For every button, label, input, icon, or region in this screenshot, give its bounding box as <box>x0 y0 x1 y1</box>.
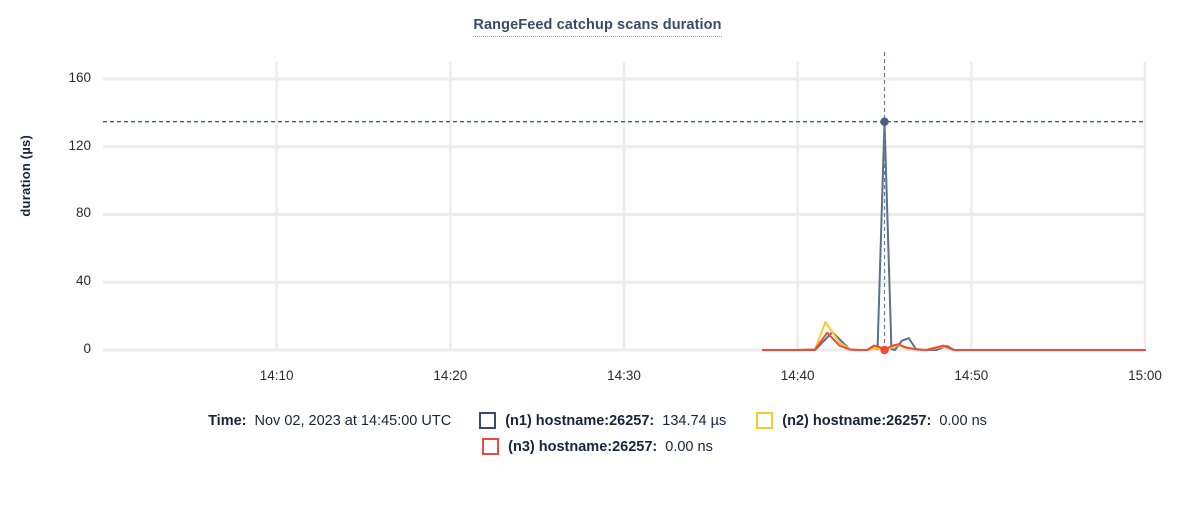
legend-item-n3[interactable]: (n3) hostname:26257: 0.00 ns <box>482 438 713 455</box>
legend-label-n3: (n3) hostname:26257: <box>508 438 658 455</box>
x-axis-tick-label: 15:00 <box>1128 368 1162 383</box>
y-axis-tick-label: 80 <box>75 205 91 221</box>
y-axis-tick-label: 120 <box>68 137 91 153</box>
legend-swatch-n2[interactable] <box>756 412 774 429</box>
legend-value-n1: 134.74 µs <box>662 412 727 429</box>
legend-item-n1[interactable]: (n1) hostname:26257: 134.74 µs <box>479 412 726 429</box>
crosshair-marker-n1 <box>880 117 889 126</box>
chart-legend: Time: Nov 02, 2023 at 14:45:00 UTC (n1) … <box>0 412 1195 455</box>
time-label: Time: <box>208 412 247 429</box>
y-axis-tick-label: 0 <box>83 341 91 356</box>
legend-value-n2: 0.00 ns <box>939 412 987 429</box>
chart-svg <box>103 52 1147 355</box>
tooltip-time: Time: Nov 02, 2023 at 14:45:00 UTC <box>208 413 451 429</box>
x-axis-tick-label: 14:30 <box>607 368 641 383</box>
legend-swatch-n1[interactable] <box>479 412 497 429</box>
legend-item-n2[interactable]: (n2) hostname:26257: 0.00 ns <box>756 412 987 429</box>
x-axis-tick-label: 14:50 <box>954 368 989 383</box>
legend-value-n3: 0.00 ns <box>665 438 713 455</box>
x-axis-tick-label: 14:20 <box>433 368 468 383</box>
crosshair-marker-n3 <box>880 345 889 355</box>
legend-row-primary: Time: Nov 02, 2023 at 14:45:00 UTC (n1) … <box>0 412 1195 429</box>
page-title: RangeFeed catchup scans duration <box>0 17 1195 37</box>
time-value: Nov 02, 2023 at 14:45:00 UTC <box>254 412 452 429</box>
legend-label-n2: (n2) hostname:26257: <box>782 412 932 429</box>
y-axis-tick-label: 40 <box>75 273 91 289</box>
x-axis-tick-label: 14:10 <box>259 368 294 383</box>
legend-row-secondary: (n3) hostname:26257: 0.00 ns <box>0 438 1195 455</box>
x-axis-tick-label: 14:40 <box>780 368 815 383</box>
series-line-1 <box>761 120 1146 351</box>
legend-swatch-n3[interactable] <box>482 438 500 455</box>
chart-title-text: RangeFeed catchup scans duration <box>473 17 722 37</box>
legend-label-n1: (n1) hostname:26257: <box>505 412 655 429</box>
y-axis-tick-label: 160 <box>68 69 91 85</box>
plot-area[interactable] <box>0 0 1195 400</box>
